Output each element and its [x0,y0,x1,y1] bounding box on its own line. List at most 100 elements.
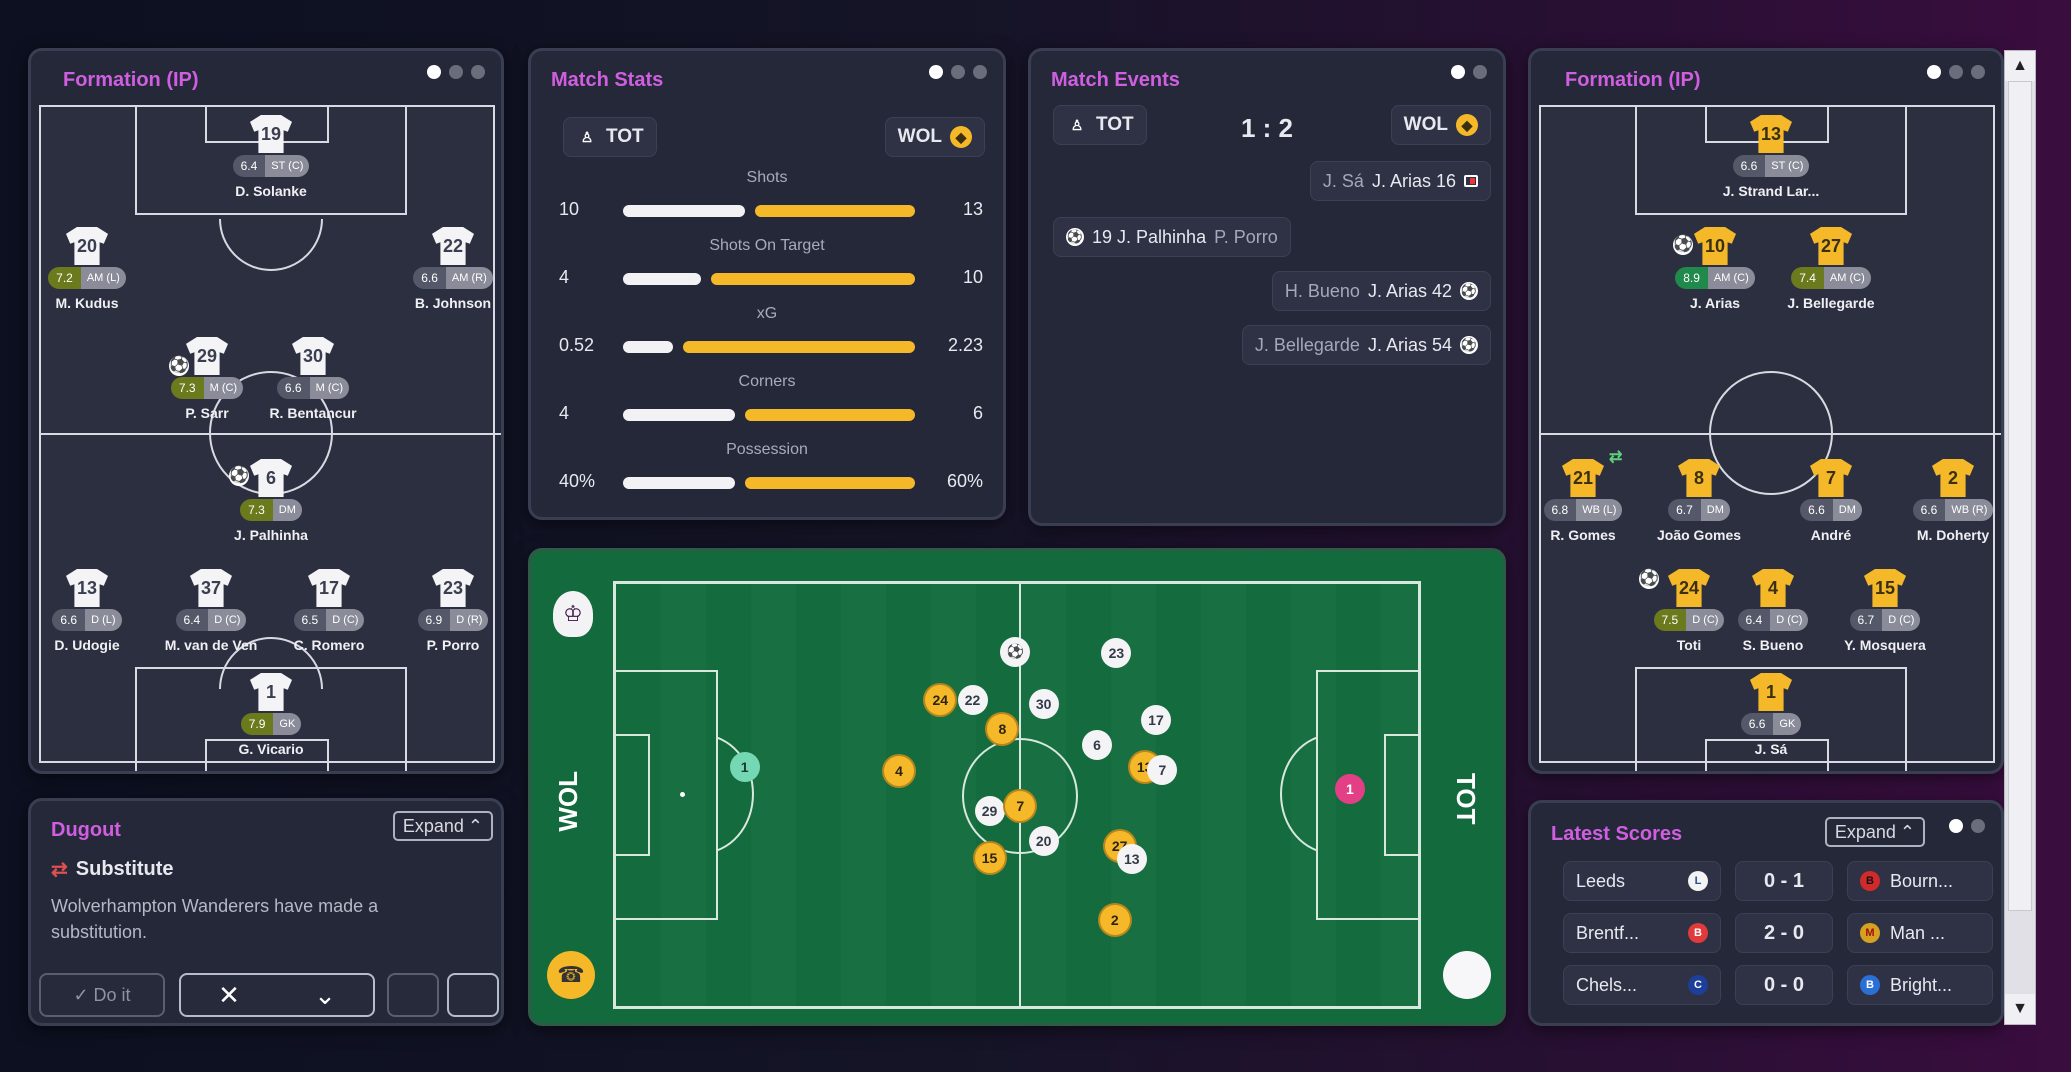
page-dot[interactable] [427,65,441,79]
player-marker[interactable]: 15 [974,842,1005,873]
player-card[interactable]: 21 6.8 WB (L) R. Gomes [1531,459,1658,543]
scroll-up-arrow-icon[interactable]: ▲ [2005,51,2035,81]
rating-badge: 7.2 AM (L) [48,267,126,289]
player-card[interactable]: 7 6.6 DM André [1756,459,1906,543]
player-rating: 6.6 [276,377,310,399]
page-dot[interactable] [1451,65,1465,79]
player-marker[interactable]: 4 [884,756,915,787]
expand-button[interactable]: Expand ⌃ [392,811,493,841]
player-card[interactable]: 1 7.9 GK G. Vicario [196,673,346,757]
do-it-button[interactable]: ✓ Do it [39,973,165,1017]
page-dot[interactable] [449,65,463,79]
page-dot[interactable] [929,65,943,79]
player-marker[interactable]: 7 [1005,791,1036,822]
score-home-team[interactable]: Brentf... B [1563,913,1721,953]
score-home-team[interactable]: Chels... C [1563,965,1721,1005]
score-away-team[interactable]: M Man ... [1847,913,1993,953]
shirt-number: 22 [442,235,464,256]
player-marker[interactable]: 1 [1334,774,1365,805]
shirt-number: 13 [1760,123,1782,144]
player-card[interactable]: 4 6.4 D (C) S. Bueno [1698,569,1848,653]
event-goal[interactable]: J. Bellegarde J. Arias 54 ⚽ [1241,325,1491,365]
score-result[interactable]: 2 - 0 [1735,913,1833,953]
player-card[interactable]: 8 6.7 DM João Gomes [1624,459,1774,543]
score-away-team[interactable]: B Bourn... [1847,861,1993,901]
formation-panel-away: Formation (IP) 13 6.6 ST (C) J. Strand La… [1528,48,2004,774]
player-marker[interactable]: ⚽ [1000,636,1031,667]
stat-label: Shots [746,169,788,186]
player-card[interactable]: 20 7.2 AM (L) M. Kudus [31,227,162,311]
player-card[interactable]: 23 6.9 D (R) P. Porro [378,569,501,653]
page-dot[interactable] [471,65,485,79]
shirt-icon: 30 [292,337,334,375]
call-button[interactable]: ☎ [547,951,595,999]
player-card[interactable]: 30 6.6 M (C) R. Bentancur [238,337,388,421]
player-card[interactable]: 13 6.6 ST (C) J. Strand Lar... [1696,115,1846,199]
player-card[interactable]: 27 7.4 AM (C) J. Bellegarde [1756,227,1906,311]
player-card[interactable]: 6 7.3 DM J. Palhinha [196,459,346,543]
formation-pitch: 13 6.6 ST (C) J. Strand Lar... 10 8.9 AM (C… [1539,105,2001,771]
player-marker[interactable]: 24 [925,685,956,716]
score-result[interactable]: 0 - 1 [1735,861,1833,901]
player-marker[interactable]: 17 [1140,704,1171,735]
player-rating: 6.6 [1740,713,1774,735]
stat-away-bar [745,409,915,421]
player-card[interactable]: 1 6.6 GK J. Sá [1696,673,1846,757]
score-away-team[interactable]: B Bright... [1847,965,1993,1005]
player-card[interactable]: 2 6.6 WB (R) M. Doherty [1878,459,2001,543]
player-marker[interactable]: 22 [957,685,988,716]
option-button[interactable] [387,973,439,1017]
player-rating: 6.6 [52,609,86,631]
player-marker[interactable]: 6 [1081,729,1112,760]
player-marker[interactable]: 13 [1116,844,1147,875]
scrollbar[interactable]: ▲ ▼ [2004,50,2036,1025]
player-position: ST (C) [265,155,310,177]
player-marker[interactable]: 29 [974,795,1005,826]
scroll-down-arrow-icon[interactable]: ▼ [2005,994,2035,1024]
scroll-thumb[interactable] [2008,81,2032,911]
player-rating: 7.3 [170,377,204,399]
player-marker[interactable]: 20 [1028,826,1059,857]
event-goal[interactable]: ⚽ 19 J. Palhinha P. Porro [1053,217,1291,257]
page-dot[interactable] [1971,819,1985,833]
page-dot[interactable] [1473,65,1487,79]
substitution-icon: ⇄ [1609,449,1623,466]
page-dot[interactable] [973,65,987,79]
rating-badge: 6.6 AM (R) [413,267,493,289]
rating-badge: 6.6 GK [1740,713,1802,735]
page-dot[interactable] [951,65,965,79]
event-goal[interactable]: H. Bueno J. Arias 42 ⚽ [1271,271,1491,311]
player-rating: 6.5 [293,609,327,631]
expand-button[interactable]: Expand ⌃ [1824,817,1925,847]
chevrons-up-icon: ⌃ [1899,821,1915,842]
page-dot[interactable] [1949,65,1963,79]
player-card[interactable]: 24 7.5 D (C) Toti [1614,569,1764,653]
page-dot[interactable] [1949,819,1963,833]
player-marker[interactable]: 23 [1101,637,1132,668]
page-dot[interactable] [1971,65,1985,79]
player-marker[interactable]: 7 [1147,755,1178,786]
score-home-team[interactable]: Leeds L [1563,861,1721,901]
event-red-card[interactable]: J. Sá J. Arias 16 [1309,161,1491,201]
player-card[interactable]: 10 8.9 AM (C) J. Arias [1640,227,1790,311]
player-position: M (C) [309,377,350,399]
player-card[interactable]: 37 6.4 D (C) M. van de Ven [136,569,286,653]
score-result[interactable]: 0 - 0 [1735,965,1833,1005]
player-position: ST (C) [1765,155,1810,177]
option-button[interactable] [447,973,499,1017]
player-card[interactable]: 19 6.4 ST (C) D. Solanke [196,115,346,199]
goal-icon: ⚽ [169,356,189,376]
dismiss-dropdown[interactable]: ✕ ⌄ [179,973,375,1017]
player-card[interactable]: 17 6.5 D (C) C. Romero [254,569,404,653]
player-card[interactable]: 29 7.3 M (C) P. Sarr [132,337,282,421]
player-card[interactable]: 13 6.6 D (L) D. Udogie [31,569,162,653]
page-dot[interactable] [1927,65,1941,79]
player-marker[interactable]: 30 [1028,688,1059,719]
player-card[interactable]: 15 6.7 D (C) Y. Mosquera [1810,569,1960,653]
player-marker[interactable]: 1 [729,752,760,783]
player-marker[interactable]: 8 [987,713,1018,744]
player-card[interactable]: 22 6.6 AM (R) B. Johnson [378,227,501,311]
shirt-number: 15 [1874,577,1896,598]
player-position: AM (R) [445,267,493,289]
player-marker[interactable]: 2 [1099,904,1130,935]
